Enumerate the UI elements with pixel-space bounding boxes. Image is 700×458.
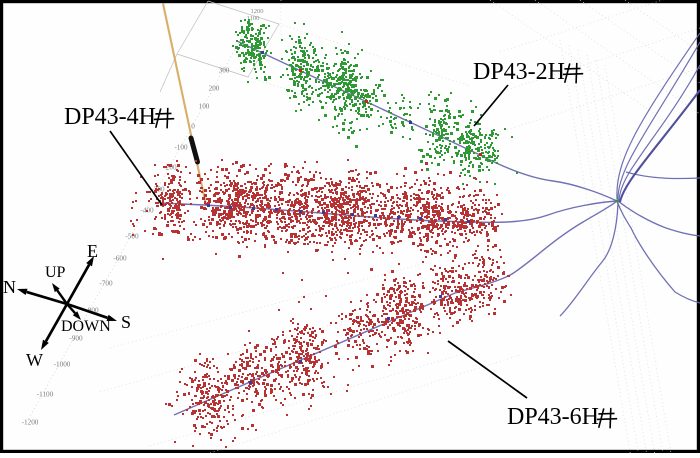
svg-text:-800: -800 <box>85 307 99 315</box>
svg-text:300: 300 <box>219 67 230 75</box>
svg-text:DP43-6H: DP43-6H <box>507 404 599 430</box>
svg-text:-200: -200 <box>163 164 177 172</box>
svg-text:DP43-2H: DP43-2H <box>473 59 565 85</box>
svg-text:-1100: -1100 <box>37 391 54 399</box>
svg-text:-100: -100 <box>174 144 188 152</box>
svg-text:-700: -700 <box>99 280 113 288</box>
svg-text:UP: UP <box>45 264 66 281</box>
svg-text:-500: -500 <box>125 233 139 241</box>
svg-text:-1000: -1000 <box>54 361 71 369</box>
svg-text:N: N <box>3 277 16 297</box>
svg-text:1100: 1100 <box>247 15 260 22</box>
svg-text:S: S <box>121 312 131 332</box>
svg-text:100: 100 <box>199 103 210 111</box>
svg-text:DP43-4H: DP43-4H <box>64 104 156 130</box>
svg-text:-900: -900 <box>69 335 83 343</box>
svg-text:DOWN: DOWN <box>61 318 111 335</box>
svg-text:W: W <box>26 350 43 370</box>
svg-text:1200: 1200 <box>251 8 264 15</box>
svg-text:0: 0 <box>191 123 195 131</box>
svg-text:E: E <box>87 241 98 261</box>
svg-text:-1200: -1200 <box>22 419 39 427</box>
svg-text:-600: -600 <box>113 255 127 263</box>
svg-text:200: 200 <box>209 85 220 93</box>
